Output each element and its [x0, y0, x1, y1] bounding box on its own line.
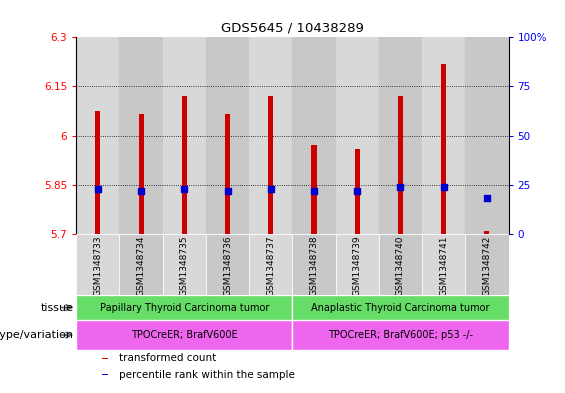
Bar	[379, 234, 422, 295]
Text: tissue: tissue	[41, 303, 73, 312]
Bar	[76, 37, 120, 234]
Point	[266, 185, 275, 192]
Bar	[102, 358, 108, 359]
Text: percentile rank within the sample: percentile rank within the sample	[120, 370, 295, 380]
Bar	[163, 37, 206, 234]
Bar	[422, 37, 466, 234]
Point	[353, 187, 362, 194]
Bar	[249, 37, 293, 234]
Bar	[293, 295, 508, 320]
Bar	[336, 234, 379, 295]
Point	[396, 184, 405, 190]
Point	[439, 184, 448, 190]
Bar	[398, 96, 403, 234]
Point	[310, 187, 319, 194]
Bar	[379, 37, 422, 234]
Text: TPOCreER; BrafV600E: TPOCreER; BrafV600E	[131, 330, 238, 340]
Text: GSM1348737: GSM1348737	[266, 236, 275, 296]
Text: genotype/variation: genotype/variation	[0, 330, 73, 340]
Bar	[182, 96, 187, 234]
Bar	[293, 320, 508, 350]
Bar	[76, 234, 120, 295]
Bar	[76, 320, 293, 350]
Text: Papillary Thyroid Carcinoma tumor: Papillary Thyroid Carcinoma tumor	[99, 303, 269, 312]
Bar	[311, 145, 316, 234]
Bar	[120, 234, 163, 295]
Text: GSM1348736: GSM1348736	[223, 236, 232, 296]
Bar	[206, 37, 249, 234]
Text: TPOCreER; BrafV600E; p53 -/-: TPOCreER; BrafV600E; p53 -/-	[328, 330, 473, 340]
Bar	[336, 37, 379, 234]
Text: GSM1348738: GSM1348738	[310, 236, 319, 296]
Bar	[293, 37, 336, 234]
Bar	[268, 96, 273, 234]
Point	[137, 187, 146, 194]
Text: GSM1348739: GSM1348739	[353, 236, 362, 296]
Text: transformed count: transformed count	[120, 353, 217, 364]
Text: GSM1348735: GSM1348735	[180, 236, 189, 296]
Text: Anaplastic Thyroid Carcinoma tumor: Anaplastic Thyroid Carcinoma tumor	[311, 303, 490, 312]
Bar	[120, 37, 163, 234]
Text: GSM1348733: GSM1348733	[93, 236, 102, 296]
Bar	[249, 234, 293, 295]
Text: GSM1348734: GSM1348734	[137, 236, 146, 296]
Point	[483, 195, 492, 202]
Bar	[225, 114, 230, 234]
Point	[223, 187, 232, 194]
Bar	[138, 114, 144, 234]
Bar	[163, 234, 206, 295]
Bar	[466, 234, 509, 295]
Text: GSM1348740: GSM1348740	[396, 236, 405, 296]
Point	[180, 185, 189, 192]
Bar	[76, 295, 293, 320]
Bar	[293, 234, 336, 295]
Point	[93, 185, 102, 192]
Text: GSM1348741: GSM1348741	[439, 236, 448, 296]
Bar	[355, 149, 360, 234]
Bar	[95, 111, 101, 234]
Bar	[422, 234, 466, 295]
Title: GDS5645 / 10438289: GDS5645 / 10438289	[221, 22, 364, 35]
Bar	[441, 64, 446, 234]
Bar	[466, 37, 509, 234]
Text: GSM1348742: GSM1348742	[483, 236, 492, 296]
Bar	[484, 231, 489, 234]
Bar	[206, 234, 249, 295]
